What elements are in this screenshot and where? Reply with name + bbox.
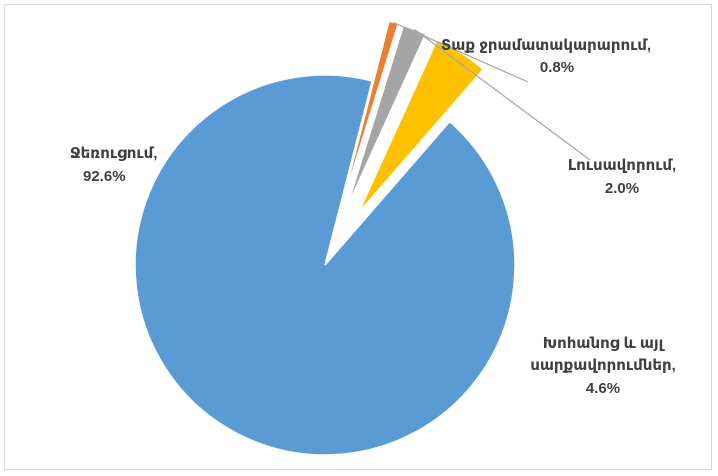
- slice-label-name-hot-water: Տաք ջրամատակարարում,: [441, 37, 651, 54]
- pie-slice-lighting: [346, 24, 427, 208]
- leader-lines: [393, 21, 591, 161]
- slice-label-value-heating: 92.6%: [83, 168, 126, 185]
- slice-label-value-kitchen: 4.6%: [586, 380, 620, 397]
- slice-label-name-kitchen-line1: Խոհանոց և այլ: [543, 335, 666, 352]
- pie-slice-heating: [134, 74, 516, 456]
- slice-label-value-hot-water: 0.8%: [540, 59, 574, 76]
- pie-slices: [134, 20, 516, 456]
- slice-label-value-lighting: 2.0%: [605, 180, 639, 197]
- leader-line-lighting: [414, 29, 591, 161]
- slice-label-name-kitchen-line2: սարքավորումներ,: [530, 357, 676, 374]
- leader-line-hot-water: [393, 21, 529, 83]
- slice-label-name-heating: Ջեռուցում,: [70, 145, 157, 162]
- slice-label-name-lighting: Լուսավորում,: [568, 157, 676, 174]
